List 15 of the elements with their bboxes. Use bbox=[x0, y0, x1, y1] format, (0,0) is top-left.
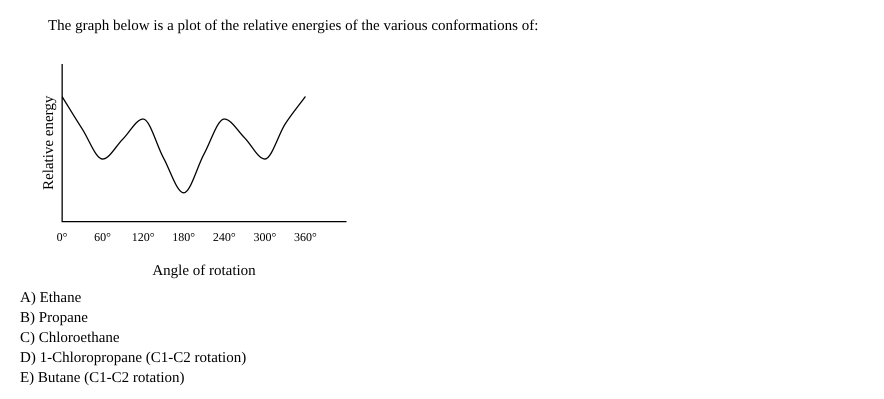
chart-title: The graph below is a plot of the relative energies of the various conformations of: bbox=[48, 18, 538, 35]
text: B) Propane bbox=[20, 309, 89, 328]
x-tick-label: 120° bbox=[132, 230, 155, 244]
x-tick-label: 300° bbox=[253, 230, 276, 244]
x-tick-label: 60° bbox=[94, 230, 112, 244]
text: C) Chloroethane bbox=[20, 329, 121, 348]
text: A) Ethane bbox=[20, 289, 82, 308]
y-axis-title: Relative energy bbox=[40, 95, 57, 190]
x-axis-title: Angle of rotation bbox=[152, 262, 256, 279]
x-tick-label: 180° bbox=[172, 230, 196, 244]
x-tick-label: 360° bbox=[294, 230, 318, 244]
x-tick-label: 240° bbox=[212, 230, 236, 244]
x-tick-label: 0° bbox=[56, 230, 68, 244]
text: D) 1-Chloropropane (C1-C2 rotation) bbox=[20, 349, 246, 368]
text: E) Butane (C1-C2 rotation) bbox=[20, 369, 186, 388]
